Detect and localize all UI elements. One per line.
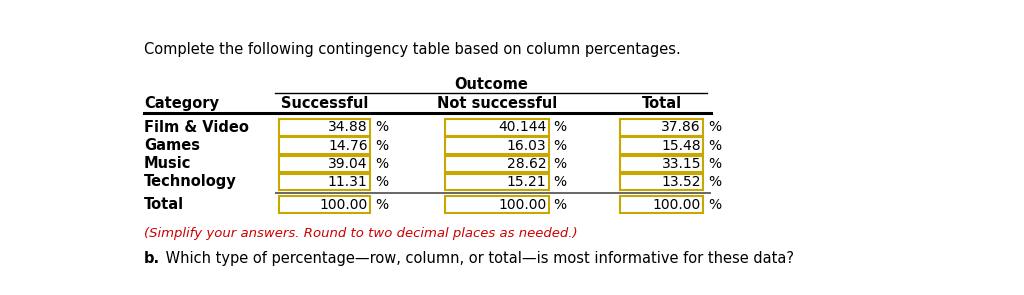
Text: 28.62: 28.62 xyxy=(507,157,546,171)
Text: %: % xyxy=(375,157,388,171)
Text: 34.88: 34.88 xyxy=(328,120,368,135)
Text: 100.00: 100.00 xyxy=(652,198,701,212)
FancyBboxPatch shape xyxy=(620,196,703,213)
Text: %: % xyxy=(375,139,388,153)
FancyBboxPatch shape xyxy=(445,196,549,213)
Text: %: % xyxy=(709,175,721,189)
FancyBboxPatch shape xyxy=(620,119,703,136)
FancyBboxPatch shape xyxy=(620,155,703,172)
Text: 100.00: 100.00 xyxy=(319,198,368,212)
Text: 13.52: 13.52 xyxy=(662,175,701,189)
Text: %: % xyxy=(553,175,566,189)
Text: 16.03: 16.03 xyxy=(507,139,546,153)
Text: 11.31: 11.31 xyxy=(328,175,368,189)
Text: Music: Music xyxy=(143,156,191,171)
Text: Film & Video: Film & Video xyxy=(143,120,249,135)
Text: %: % xyxy=(375,175,388,189)
Text: 14.76: 14.76 xyxy=(328,139,368,153)
Text: Games: Games xyxy=(143,138,200,153)
FancyBboxPatch shape xyxy=(620,137,703,154)
FancyBboxPatch shape xyxy=(279,119,370,136)
Text: 39.04: 39.04 xyxy=(328,157,368,171)
Text: Total: Total xyxy=(143,197,184,212)
Text: %: % xyxy=(553,198,566,212)
Text: Which type of percentage—row, column, or total—is most informative for these dat: Which type of percentage—row, column, or… xyxy=(162,251,795,266)
Text: b.: b. xyxy=(143,251,160,266)
FancyBboxPatch shape xyxy=(620,174,703,190)
Text: %: % xyxy=(709,198,721,212)
Text: Outcome: Outcome xyxy=(454,77,528,92)
Text: Category: Category xyxy=(143,96,219,111)
Text: Total: Total xyxy=(642,96,682,111)
Text: %: % xyxy=(375,198,388,212)
FancyBboxPatch shape xyxy=(279,174,370,190)
FancyBboxPatch shape xyxy=(279,137,370,154)
FancyBboxPatch shape xyxy=(279,155,370,172)
FancyBboxPatch shape xyxy=(445,155,549,172)
Text: 33.15: 33.15 xyxy=(662,157,701,171)
Text: Technology: Technology xyxy=(143,174,237,189)
Text: %: % xyxy=(553,157,566,171)
Text: %: % xyxy=(553,139,566,153)
Text: Not successful: Not successful xyxy=(437,96,557,111)
Text: Complete the following contingency table based on column percentages.: Complete the following contingency table… xyxy=(143,42,681,57)
Text: %: % xyxy=(709,157,721,171)
Text: Successful: Successful xyxy=(281,96,368,111)
FancyBboxPatch shape xyxy=(445,137,549,154)
FancyBboxPatch shape xyxy=(445,174,549,190)
Text: 100.00: 100.00 xyxy=(498,198,546,212)
Text: %: % xyxy=(553,120,566,135)
Text: 15.21: 15.21 xyxy=(507,175,546,189)
Text: 15.48: 15.48 xyxy=(662,139,701,153)
FancyBboxPatch shape xyxy=(279,196,370,213)
Text: %: % xyxy=(709,120,721,135)
FancyBboxPatch shape xyxy=(445,119,549,136)
Text: %: % xyxy=(709,139,721,153)
Text: %: % xyxy=(375,120,388,135)
Text: 40.144: 40.144 xyxy=(498,120,546,135)
Text: 37.86: 37.86 xyxy=(662,120,701,135)
Text: (Simplify your answers. Round to two decimal places as needed.): (Simplify your answers. Round to two dec… xyxy=(143,227,578,240)
